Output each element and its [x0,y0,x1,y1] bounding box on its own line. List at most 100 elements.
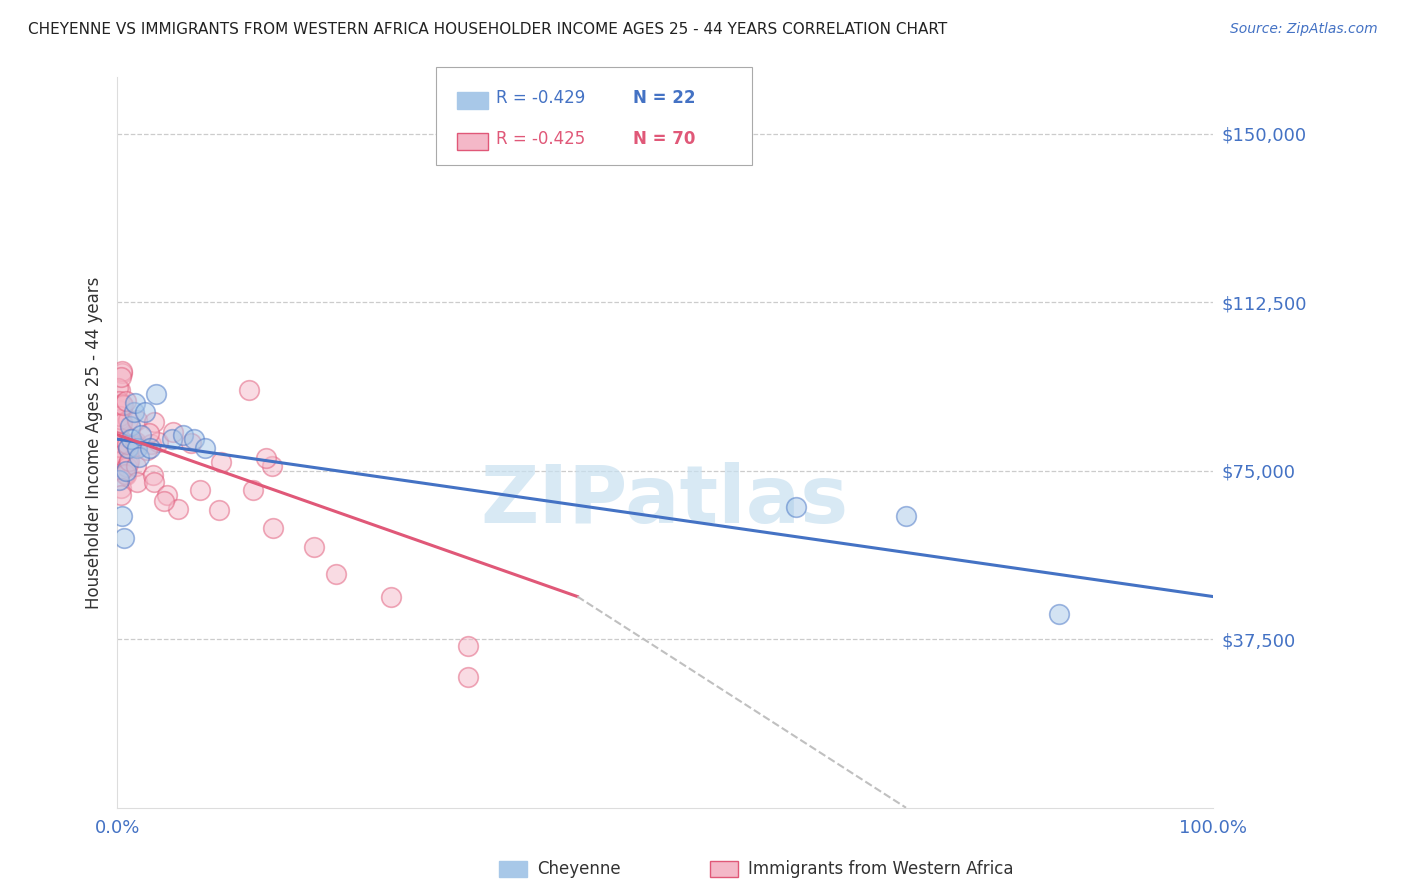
Point [238,383,260,397]
Point [125,441,148,455]
Point [142,415,165,429]
Point [380,590,402,604]
Text: CHEYENNE VS IMMIGRANTS FROM WESTERN AFRICA HOUSEHOLDER INCOME AGES 25 - 44 YEARS: CHEYENNE VS IMMIGRANTS FROM WESTERN AFRI… [28,22,948,37]
Point [108,394,131,409]
Point [112,531,135,545]
Y-axis label: Householder Income Ages 25 - 44 years: Householder Income Ages 25 - 44 years [86,277,103,608]
Point [124,437,146,451]
Text: R = -0.429: R = -0.429 [496,89,585,107]
Point [110,409,132,424]
Point [208,502,231,516]
Point [162,425,184,439]
Point [107,450,129,464]
Point [108,455,131,469]
Point [260,458,283,473]
Point [172,427,194,442]
Point [112,447,135,461]
Point [115,468,138,483]
Point [125,438,148,452]
Point [152,494,174,508]
Point [134,405,156,419]
Text: Source: ZipAtlas.com: Source: ZipAtlas.com [1230,22,1378,37]
Point [125,413,148,427]
Text: N = 22: N = 22 [633,89,695,107]
Text: Immigrants from Western Africa: Immigrants from Western Africa [748,860,1014,878]
Point [143,475,166,489]
Point [139,441,162,455]
Point [108,463,131,477]
Point [110,488,132,502]
Point [457,639,479,653]
Point [111,397,134,411]
Point [111,413,134,427]
Point [115,464,138,478]
Text: R = -0.425: R = -0.425 [496,130,585,148]
Point [167,501,190,516]
Point [110,366,132,380]
Point [110,404,132,418]
Point [108,412,131,426]
Point [146,434,169,449]
Point [107,381,129,395]
Point [114,467,136,482]
Point [108,415,131,429]
Point [117,441,139,455]
Point [129,427,152,442]
Point [139,437,162,451]
Point [110,465,132,479]
Point [108,440,131,454]
Point [110,370,132,384]
Point [160,432,183,446]
Text: Cheyenne: Cheyenne [537,860,620,878]
Text: ZIPatlas: ZIPatlas [481,462,849,540]
Point [108,420,131,434]
Point [125,434,148,449]
Point [124,458,146,473]
Point [125,475,148,489]
Point [111,458,134,472]
Point [111,416,134,430]
Point [117,413,139,427]
Point [194,441,217,455]
Point [120,432,142,446]
Point [262,521,284,535]
Point [242,483,264,497]
Point [325,567,347,582]
Point [111,364,134,378]
Point [785,500,807,514]
Point [110,508,132,523]
Point [111,398,134,412]
Point [108,473,131,487]
Point [117,454,139,468]
Point [894,508,917,523]
Point [304,540,326,554]
Point [112,461,135,475]
Point [138,425,160,440]
Point [108,434,131,449]
Point [110,481,132,495]
Point [142,468,165,483]
Point [135,442,157,457]
Text: N = 70: N = 70 [633,130,695,148]
Point [112,435,135,450]
Point [180,436,202,450]
Point [145,387,167,401]
Point [256,450,278,465]
Point [117,457,139,471]
Point [110,384,132,398]
Point [457,670,479,684]
Point [128,450,150,465]
Point [188,483,211,497]
Point [209,455,232,469]
Point [122,405,145,419]
Point [115,437,138,451]
Point [110,448,132,462]
Point [117,459,139,474]
Point [108,402,131,417]
Point [120,418,142,433]
Point [115,393,138,408]
Point [183,432,205,446]
Point [1047,607,1070,622]
Point [156,488,179,502]
Point [124,396,146,410]
